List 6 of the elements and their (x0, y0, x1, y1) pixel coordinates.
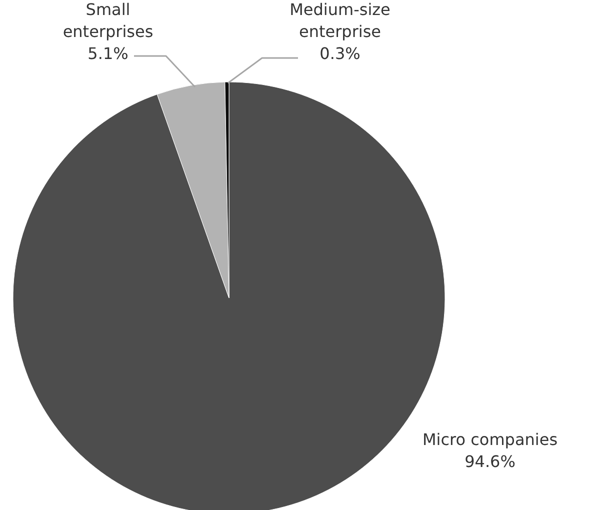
slice-label: Small enterprises (62, 0, 154, 41)
slice-label: Micro companies (422, 430, 558, 449)
data-label: 5.1% (88, 44, 128, 63)
data-label: 94.6% (464, 452, 516, 471)
slice-label: Medium-size enterprise (290, 0, 390, 41)
data-label: 0.3% (320, 44, 360, 63)
